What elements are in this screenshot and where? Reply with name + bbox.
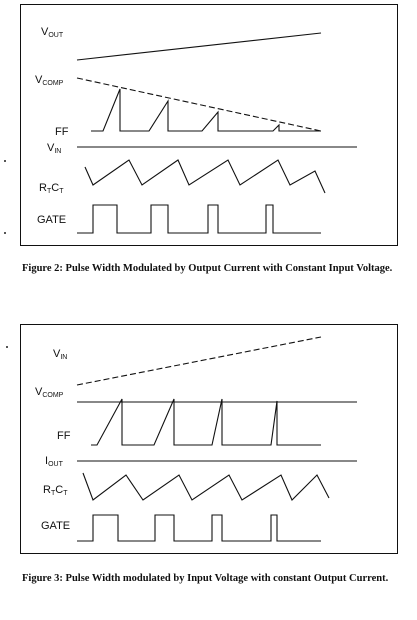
figure-3-diagram: VIN VCOMP FF IOUT RTCT GATE xyxy=(20,324,398,554)
vout-line xyxy=(76,32,322,61)
rtct-waveform xyxy=(84,159,326,194)
ff-label: FF xyxy=(55,126,69,138)
margin-speck xyxy=(4,160,6,162)
figure-2-waveforms xyxy=(76,32,357,234)
figure-3-waveforms xyxy=(76,336,357,542)
vin-label: VIN xyxy=(47,142,62,156)
margin-speck xyxy=(6,346,8,348)
vcomp-line xyxy=(76,77,322,132)
vcomp-label: VCOMP xyxy=(35,74,64,88)
vin-label: VIN xyxy=(53,348,68,362)
vout-label: VOUT xyxy=(41,26,64,40)
figure-2-caption: Figure 2: Pulse Width Modulated by Outpu… xyxy=(22,263,393,274)
rtct-label: RTCT xyxy=(43,484,68,498)
figure-3-caption: Figure 3: Pulse Width modulated by Input… xyxy=(22,573,389,584)
margin-speck xyxy=(4,232,6,234)
gate-waveform xyxy=(77,514,321,542)
figure-2-diagram: VOUT VCOMP FF VIN RTCT GATE xyxy=(20,4,398,246)
iout-label: IOUT xyxy=(45,455,63,469)
gate-label: GATE xyxy=(37,214,67,226)
rtct-label: RTCT xyxy=(39,182,64,196)
ff-waveform xyxy=(91,398,321,446)
ff-label: FF xyxy=(57,430,71,442)
rtct-waveform xyxy=(82,472,330,501)
ff-waveform xyxy=(91,88,321,132)
gate-waveform xyxy=(77,204,321,234)
gate-label: GATE xyxy=(41,520,71,532)
vin-line xyxy=(76,336,322,386)
vcomp-label: VCOMP xyxy=(35,386,64,400)
